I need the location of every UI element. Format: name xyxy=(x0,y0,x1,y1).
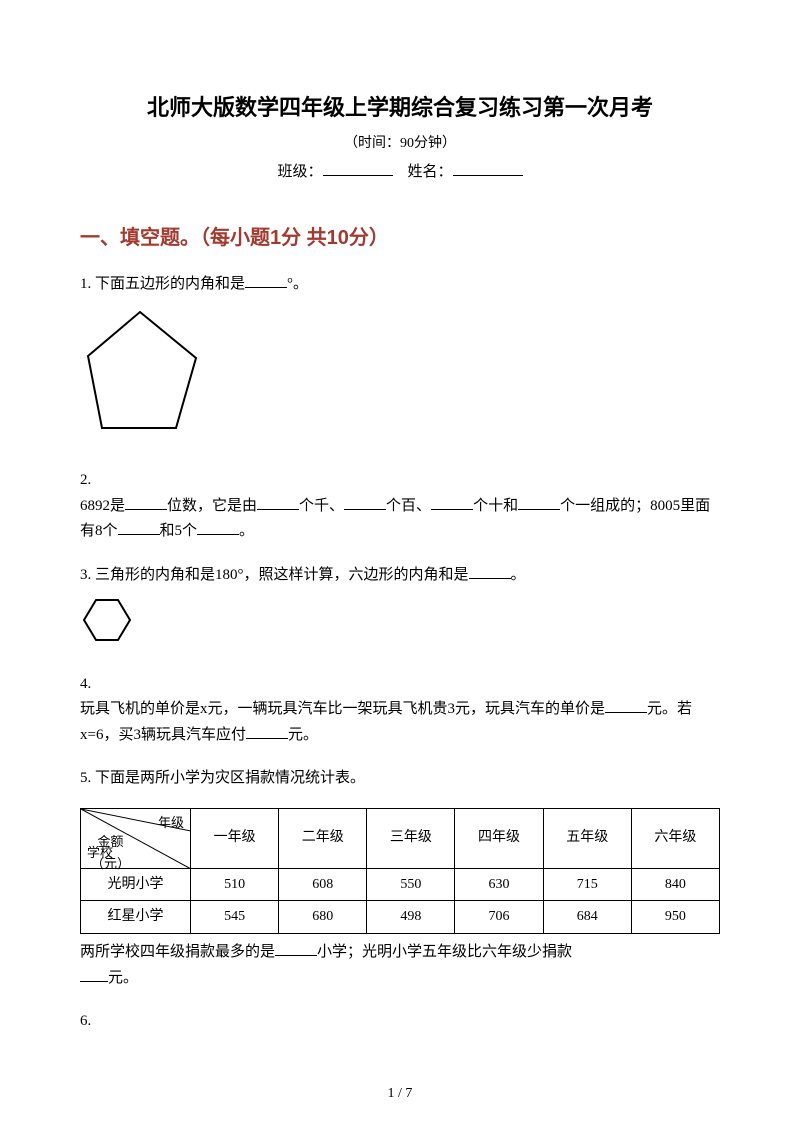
q6-number: 6. xyxy=(80,1013,91,1029)
table-cell: 684 xyxy=(543,901,631,934)
q5-blank-2[interactable] xyxy=(80,967,108,982)
q3-number: 3. xyxy=(80,567,91,583)
q2-p3: 个百、 xyxy=(386,498,431,514)
col-header: 三年级 xyxy=(367,808,455,868)
pentagon-figure xyxy=(80,306,720,451)
class-blank[interactable] xyxy=(323,161,393,176)
q2-blank-6[interactable] xyxy=(118,520,160,535)
name-blank[interactable] xyxy=(453,161,523,176)
q2-blank-2[interactable] xyxy=(257,495,299,510)
question-6: 6. xyxy=(80,1009,720,1035)
col-header: 六年级 xyxy=(631,808,719,868)
q2-blank-3[interactable] xyxy=(344,495,386,510)
q4-number: 4. xyxy=(80,676,91,692)
q4-text3: 元。 xyxy=(288,727,318,743)
col-header: 二年级 xyxy=(279,808,367,868)
table-cell: 706 xyxy=(455,901,543,934)
q1-number: 1. xyxy=(80,276,91,292)
exam-subtitle: （时间：90分钟） xyxy=(80,132,720,152)
q2-blank-4[interactable] xyxy=(431,495,473,510)
row-label: 红星小学 xyxy=(81,901,191,934)
q3-text-after: 。 xyxy=(511,567,526,583)
q1-blank[interactable] xyxy=(245,273,287,288)
page-number: 1 / 7 xyxy=(0,1086,800,1102)
q5-followup: 两所学校四年级捐款最多的是 小学；光明小学五年级比六年级少捐款元。 xyxy=(80,940,720,991)
question-2: 2. 6892是位数，它是由个千、个百、个十和个一组成的；8005里面有8个和5… xyxy=(80,468,720,545)
table-cell: 545 xyxy=(191,901,279,934)
q5-foot2: 小学；光明小学五年级比六年级少捐款 xyxy=(317,944,572,960)
table-row: 光明小学 510 608 550 630 715 840 xyxy=(81,868,720,901)
table-cell: 550 xyxy=(367,868,455,901)
q2-p7: 。 xyxy=(239,523,254,539)
pentagon-icon xyxy=(80,306,210,441)
diag-top-label: 年级 xyxy=(158,812,184,834)
exam-title: 北师大版数学四年级上学期综合复习练习第一次月考 xyxy=(80,90,720,122)
table-row: 红星小学 545 680 498 706 684 950 xyxy=(81,901,720,934)
question-3: 3. 三角形的内角和是180°，照这样计算，六边形的内角和是 。 xyxy=(80,563,720,654)
q4-text1: 玩具飞机的单价是x元，一辆玩具汽车比一架玩具飞机贵3元，玩具汽车的单价是 xyxy=(80,701,605,717)
q2-p2: 个千、 xyxy=(299,498,344,514)
col-header: 一年级 xyxy=(191,808,279,868)
q5-foot3: 元。 xyxy=(108,970,138,986)
col-header: 四年级 xyxy=(455,808,543,868)
donation-table: 年级 金额（元） 学校 一年级 二年级 三年级 四年级 五年级 六年级 光明小学… xyxy=(80,808,720,935)
question-5: 5. 下面是两所小学为灾区捐款情况统计表。 年级 金额（元） 学校 一年级 二年… xyxy=(80,766,720,991)
q5-number: 5. xyxy=(80,770,91,786)
col-header: 五年级 xyxy=(543,808,631,868)
table-cell: 498 xyxy=(367,901,455,934)
hexagon-figure xyxy=(80,596,720,654)
student-info-line: 班级： 姓名： xyxy=(80,160,720,181)
class-label: 班级： xyxy=(277,164,322,180)
table-cell: 680 xyxy=(279,901,367,934)
q5-intro: 下面是两所小学为灾区捐款情况统计表。 xyxy=(95,770,365,786)
q2-p4: 个十和 xyxy=(473,498,518,514)
q5-blank-1[interactable] xyxy=(275,941,317,956)
table-cell: 510 xyxy=(191,868,279,901)
table-cell: 715 xyxy=(543,868,631,901)
table-header-row: 年级 金额（元） 学校 一年级 二年级 三年级 四年级 五年级 六年级 xyxy=(81,808,720,868)
q2-p0: 6892是 xyxy=(80,498,125,514)
q2-blank-1[interactable] xyxy=(125,495,167,510)
question-1: 1. 下面五边形的内角和是 °。 xyxy=(80,272,720,450)
q2-blank-7[interactable] xyxy=(197,520,239,535)
q2-number: 2. xyxy=(80,472,91,488)
q2-p6: 和5个 xyxy=(160,523,198,539)
hexagon-icon xyxy=(80,596,134,644)
table-cell: 840 xyxy=(631,868,719,901)
q1-text-after: °。 xyxy=(287,276,308,292)
q4-blank-2[interactable] xyxy=(246,724,288,739)
table-cell: 608 xyxy=(279,868,367,901)
name-label: 姓名： xyxy=(408,164,453,180)
q3-text-before: 三角形的内角和是180°，照这样计算，六边形的内角和是 xyxy=(95,567,469,583)
q2-blank-5[interactable] xyxy=(518,495,560,510)
q2-p1: 位数，它是由 xyxy=(167,498,257,514)
table-cell: 950 xyxy=(631,901,719,934)
q4-blank-1[interactable] xyxy=(605,698,647,713)
diagonal-header-cell: 年级 金额（元） 学校 xyxy=(81,808,191,868)
question-4: 4. 玩具飞机的单价是x元，一辆玩具汽车比一架玩具飞机贵3元，玩具汽车的单价是元… xyxy=(80,672,720,749)
section-1-heading: 一、填空题。（每小题1分 共10分） xyxy=(80,221,720,250)
diag-bot-label: 学校 xyxy=(87,842,113,864)
q5-foot1: 两所学校四年级捐款最多的是 xyxy=(80,944,275,960)
q3-blank[interactable] xyxy=(469,564,511,579)
q1-text-before: 下面五边形的内角和是 xyxy=(95,276,245,292)
table-cell: 630 xyxy=(455,868,543,901)
